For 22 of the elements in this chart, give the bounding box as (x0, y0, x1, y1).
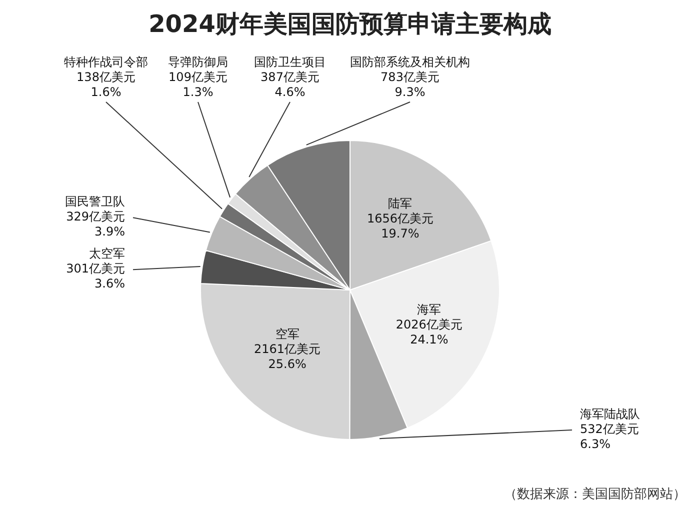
data-label: 2161亿美元 25.6% (254, 342, 321, 372)
slice-label: 海军陆战队 (580, 407, 640, 422)
slice-label: 国防卫生项目 (254, 55, 326, 70)
data-label: 783亿美元 9.3% (380, 70, 440, 100)
data-label: 109亿美元 1.3% (168, 70, 228, 100)
slice-label: 导弹防御局 (168, 55, 228, 70)
data-label: 329亿美元 3.9% (66, 210, 125, 239)
data-label: 387亿美元 4.6% (260, 70, 320, 100)
slice-label: 国防部系统及相关机构 (350, 55, 470, 70)
slice-label: 陆军 (388, 196, 412, 210)
slice-label: 国民警卫队 (65, 194, 125, 209)
data-label: 1656亿美元 19.7% (366, 211, 434, 240)
slice-label: 空军 (275, 327, 300, 342)
data-label: 532亿美元 6.3% (580, 422, 639, 452)
data-label: 138亿美元 1.6% (76, 70, 136, 100)
text: （数据来源：美国国防部网站） (504, 486, 686, 503)
slice-label: 特种作战司令部 (64, 55, 148, 70)
slice-label: 太空军 (89, 246, 125, 261)
data-label: 2026亿美元 24.1% (396, 318, 462, 347)
data-label: 301亿美元 3.6% (66, 262, 125, 291)
chart-title: 2024财年美国国防预算申请主要构成 (148, 9, 552, 40)
slice-label: 海军 (417, 302, 442, 317)
